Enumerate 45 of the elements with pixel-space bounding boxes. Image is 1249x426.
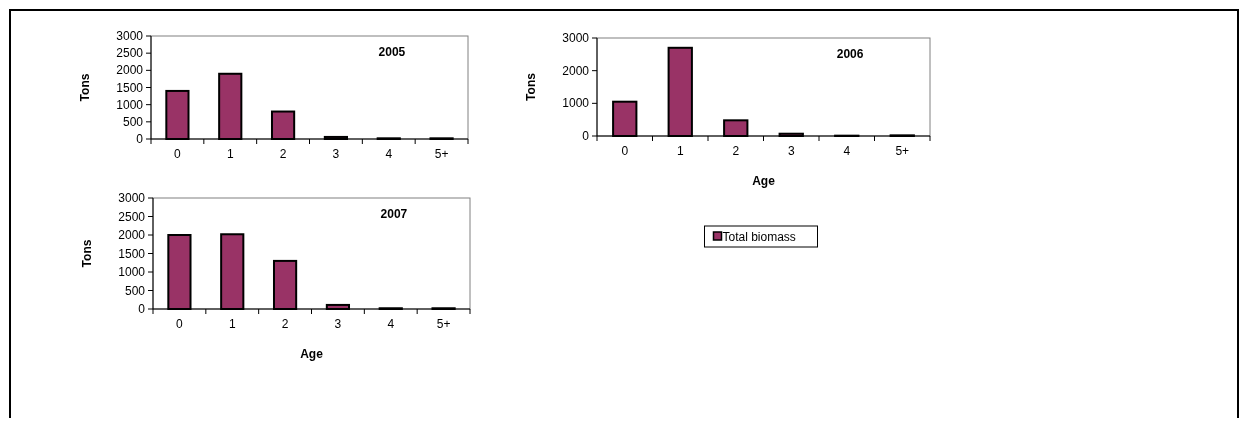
y-tick-label: 0: [138, 302, 146, 316]
x-tick-label: 5+: [436, 317, 451, 331]
x-tick-label: 4: [387, 317, 395, 331]
x-tick-label: 1: [226, 147, 234, 161]
x-tick-label: 5+: [895, 144, 910, 158]
text: 2006: [836, 47, 864, 61]
x-tick-label: 0: [621, 144, 629, 158]
y-tick-label: 1000: [562, 96, 590, 111]
x-axis-title: Age: [300, 347, 324, 361]
x-tick-label: 2: [732, 144, 740, 158]
y-tick-label: 1000: [116, 97, 144, 112]
x-tick-label: 0: [176, 317, 184, 331]
y-tick-label: 1500: [116, 80, 144, 95]
x-tick-label: 2: [281, 317, 289, 331]
x-tick-label: 2: [279, 147, 287, 161]
y-tick-label: 3000: [562, 31, 590, 45]
y-tick-label: 2000: [118, 228, 146, 242]
y-tick-label: 0: [136, 132, 144, 146]
y-tick-label: 0: [582, 129, 590, 143]
x-tick-label: 5+: [434, 147, 449, 161]
x-tick-label: 0: [174, 147, 182, 161]
y-axis-title: Tons: [80, 239, 94, 268]
y-tick-label: 2000: [116, 63, 144, 78]
y-tick-label: 2500: [116, 46, 144, 61]
y-tick-label: 1500: [118, 246, 146, 261]
y-tick-label: 500: [122, 114, 144, 129]
y-axis-title: Tons: [78, 73, 92, 102]
x-axis-title: Age: [752, 174, 776, 188]
y-axis-title: Tons: [524, 72, 538, 101]
x-tick-label: 3: [334, 317, 342, 331]
text: 2007: [380, 207, 408, 221]
y-tick-label: 2000: [562, 63, 590, 78]
x-tick-label: 1: [676, 144, 684, 158]
x-tick-label: 3: [332, 147, 340, 161]
y-tick-label: 2500: [118, 209, 146, 224]
legend-label: Total biomass: [722, 230, 796, 244]
x-tick-label: 3: [787, 144, 795, 158]
y-tick-label: 500: [124, 283, 146, 298]
x-tick-label: 1: [228, 317, 236, 331]
y-tick-label: 1000: [118, 265, 146, 279]
y-tick-label: 3000: [116, 29, 144, 43]
x-tick-label: 4: [843, 144, 851, 158]
text: 2005: [378, 45, 406, 59]
y-tick-label: 3000: [118, 191, 146, 205]
x-tick-label: 4: [385, 147, 393, 161]
